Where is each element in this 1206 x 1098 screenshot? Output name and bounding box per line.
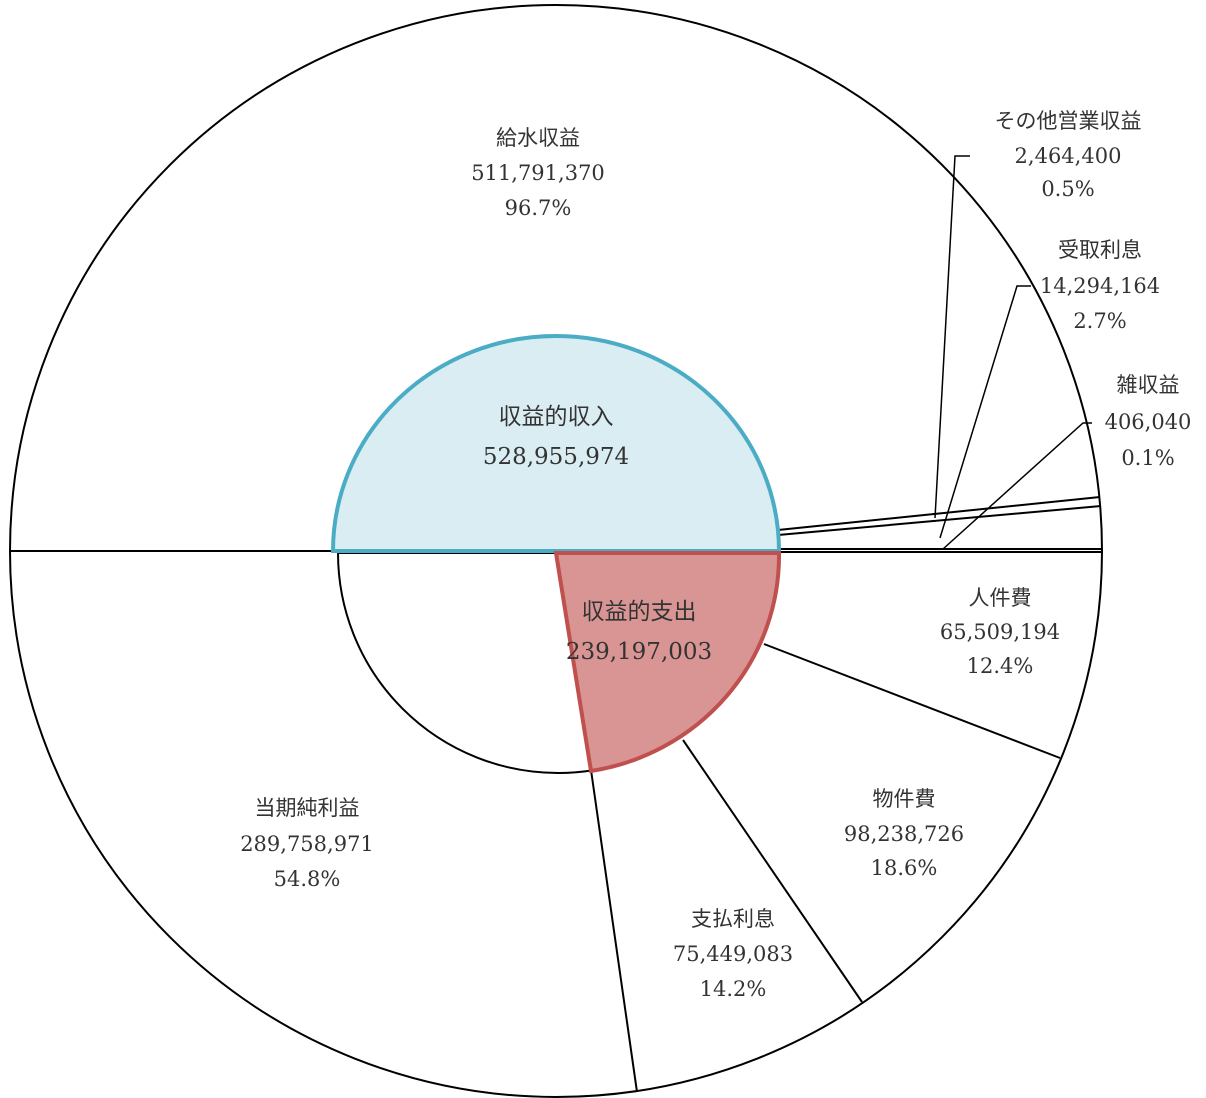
divider-sonota-bottom bbox=[777, 505, 1102, 536]
label-kyusui-value: 511,791,370 bbox=[471, 161, 605, 185]
outer-segment-dividers bbox=[10, 496, 1102, 1093]
label-bukken-value: 98,238,726 bbox=[844, 822, 964, 846]
label-inner-income-name: 収益的収入 bbox=[499, 404, 614, 430]
label-shiharai-name: 支払利息 bbox=[691, 907, 775, 931]
label-junrieki-name: 当期純利益 bbox=[255, 796, 360, 820]
label-shiharai-pct: 14.2% bbox=[700, 977, 767, 1001]
label-sonota-name: その他営業収益 bbox=[995, 109, 1142, 133]
label-bukken-name: 物件費 bbox=[873, 787, 936, 811]
label-uketori-pct: 2.7% bbox=[1073, 309, 1126, 333]
label-junrieki-value: 289,758,971 bbox=[240, 832, 374, 856]
label-inner-expense-name: 収益的支出 bbox=[582, 599, 697, 625]
leader-uketori bbox=[939, 285, 1031, 539]
label-bukken-pct: 18.6% bbox=[871, 856, 938, 880]
leader-lines bbox=[934, 155, 1092, 550]
label-kyusui-pct: 96.7% bbox=[505, 196, 572, 220]
expense-wedge bbox=[553, 551, 782, 774]
leader-zatsu bbox=[942, 422, 1092, 550]
label-shiharai-value: 75,449,083 bbox=[673, 942, 793, 966]
label-sonota-value: 2,464,400 bbox=[1015, 144, 1122, 168]
divider-sonota-top bbox=[777, 496, 1101, 531]
divider-shiharai-bottom bbox=[590, 769, 638, 1093]
label-inner-income-value: 528,955,974 bbox=[483, 444, 629, 470]
label-zatsu-value: 406,040 bbox=[1105, 410, 1192, 434]
divider-jinken-bottom bbox=[763, 643, 1061, 759]
label-jinken-pct: 12.4% bbox=[967, 654, 1034, 678]
label-junrieki-pct: 54.8% bbox=[274, 867, 341, 891]
leader-sonota bbox=[934, 155, 970, 519]
income-semicircle bbox=[330, 334, 782, 553]
label-zatsu-pct: 0.1% bbox=[1121, 446, 1174, 470]
label-jinken-name: 人件費 bbox=[969, 586, 1032, 610]
divider-bukken-bottom bbox=[682, 739, 863, 1003]
label-zatsu-name: 雑収益 bbox=[1117, 373, 1180, 397]
label-kyusui-name: 給水収益 bbox=[496, 126, 580, 150]
label-sonota-pct: 0.5% bbox=[1041, 177, 1094, 201]
label-inner-expense-value: 239,197,003 bbox=[566, 639, 712, 665]
label-jinken-value: 65,509,194 bbox=[940, 620, 1060, 644]
label-uketori-name: 受取利息 bbox=[1058, 238, 1142, 262]
label-uketori-value: 14,294,164 bbox=[1040, 274, 1160, 298]
